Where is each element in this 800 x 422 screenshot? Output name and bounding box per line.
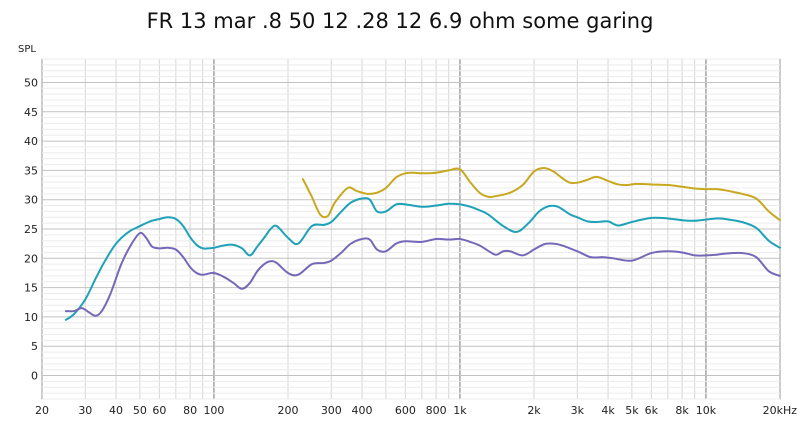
x-tick-label: 5k <box>625 404 639 417</box>
series-line-3 <box>64 231 781 317</box>
x-tick-label: 800 <box>426 404 447 417</box>
y-tick-label: 15 <box>24 282 38 295</box>
x-tick-label: 600 <box>395 404 416 417</box>
x-tick-label: 4k <box>601 404 615 417</box>
y-tick-label: 0 <box>31 370 38 383</box>
chart-title: FR 13 mar .8 50 12 .28 12 6.9 ohm some g… <box>147 9 654 33</box>
y-tick-label: 25 <box>24 223 38 236</box>
y-tick-labels: 0 5 10 15 20 25 30 35 40 45 50 <box>24 76 38 382</box>
x-tick-label: 1k <box>453 404 467 417</box>
x-tick-label: 10k <box>696 404 717 417</box>
y-tick-label: 45 <box>24 106 38 119</box>
x-tick-label: 200 <box>278 404 299 417</box>
y-tick-label: 50 <box>24 76 38 89</box>
x-tick-label: 300 <box>321 404 342 417</box>
x-tick-label: 40 <box>109 404 123 417</box>
x-tick-label: 20kHz <box>763 404 798 417</box>
y-tick-label: 10 <box>24 311 38 324</box>
x-tick-label: 20 <box>35 404 49 417</box>
y-tick-label: 35 <box>24 164 38 177</box>
x-tick-label: 8k <box>675 404 689 417</box>
series-lines <box>64 167 781 321</box>
x-tick-label: 80 <box>183 404 197 417</box>
x-tick-labels: 20 30 40 50 60 80 100 200 300 400 600 800 1k 2k 3k 4k 5k… <box>35 404 797 417</box>
x-tick-label: 6k <box>645 404 659 417</box>
x-tick-label: 100 <box>203 404 224 417</box>
y-tick-label: 30 <box>24 194 38 207</box>
x-tick-label: 30 <box>78 404 92 417</box>
x-tick-label: 400 <box>352 404 373 417</box>
x-tick-label: 60 <box>152 404 166 417</box>
y-axis-label: SPL <box>18 44 36 55</box>
x-tick-label: 2k <box>527 404 541 417</box>
series-line-2 <box>64 197 781 321</box>
x-tick-label: 50 <box>133 404 147 417</box>
y-tick-label: 40 <box>24 135 38 148</box>
y-tick-label: 20 <box>24 252 38 265</box>
grid <box>42 58 780 400</box>
y-tick-label: 5 <box>31 340 38 353</box>
x-tick-label: 3k <box>571 404 585 417</box>
series-line-1 <box>301 167 781 222</box>
